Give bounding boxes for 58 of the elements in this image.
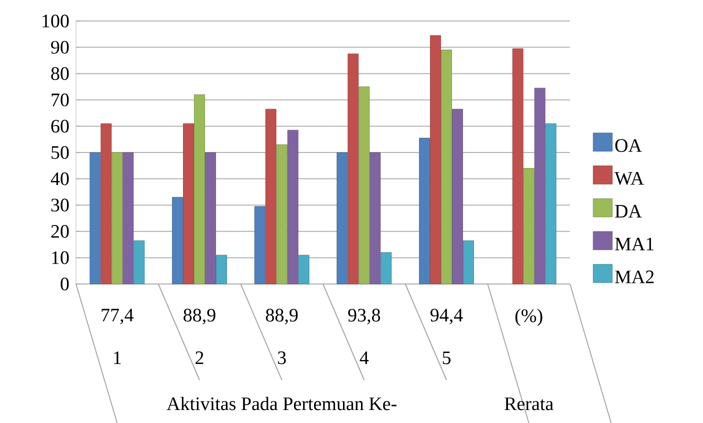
bar	[298, 254, 310, 284]
bar	[134, 240, 145, 284]
bar	[452, 108, 463, 284]
bar	[523, 168, 534, 284]
bar	[194, 94, 205, 284]
y-tick-label: 100	[42, 14, 69, 28]
x-tick-label: (%)	[515, 308, 542, 326]
bar	[419, 138, 430, 284]
legend-label: MA2	[615, 270, 654, 284]
bar	[254, 206, 266, 284]
bar	[112, 152, 123, 284]
text: 4	[360, 352, 369, 364]
bar	[370, 152, 381, 284]
bar	[122, 152, 134, 284]
bar	[100, 123, 112, 284]
y-tick-label: 20	[51, 224, 69, 238]
bar	[216, 254, 227, 284]
y-tick-label: 50	[52, 146, 69, 159]
bar	[545, 123, 556, 284]
text: 3	[278, 351, 286, 364]
bar	[534, 88, 546, 284]
legend-label: OA	[615, 139, 642, 152]
text: Rerata	[504, 398, 554, 410]
y-tick-label: 80	[51, 67, 69, 80]
bar	[287, 130, 298, 284]
bar	[90, 152, 101, 284]
bar	[265, 108, 276, 284]
y-tick-label: 30	[51, 198, 69, 212]
y-tick-label: 0	[60, 278, 69, 290]
x-tick-label: 88,9	[184, 308, 216, 324]
x-tick-label: 88,9	[266, 308, 298, 324]
x-tick-label: 93,8	[348, 308, 380, 324]
bar	[336, 152, 348, 284]
y-tick-label: 60	[51, 120, 69, 133]
legend-label: DA	[615, 204, 642, 218]
y-tick-label: 10	[52, 251, 69, 264]
bar	[463, 240, 474, 284]
bar	[348, 54, 359, 284]
bar	[441, 50, 452, 284]
y-tick-label: 70	[52, 93, 69, 106]
x-tick-label: 94,4	[430, 308, 463, 324]
bar	[380, 252, 392, 284]
text: Aktivitas Pada Pertemuan Ke-	[166, 396, 396, 410]
y-tick-label: 90	[51, 40, 69, 54]
text: 2	[196, 351, 204, 364]
x-tick-label: 77,4	[102, 308, 134, 324]
legend-label: MA1	[615, 238, 654, 250]
bar	[205, 152, 216, 284]
bar	[430, 35, 441, 284]
bar	[276, 144, 288, 284]
bar	[512, 48, 524, 284]
bar	[183, 123, 194, 284]
legend-label: WA	[614, 172, 644, 185]
bar	[172, 197, 183, 284]
bar	[358, 86, 370, 284]
text: 5	[442, 352, 451, 364]
text: 1	[114, 351, 121, 364]
y-tick-label: 40	[50, 172, 69, 186]
